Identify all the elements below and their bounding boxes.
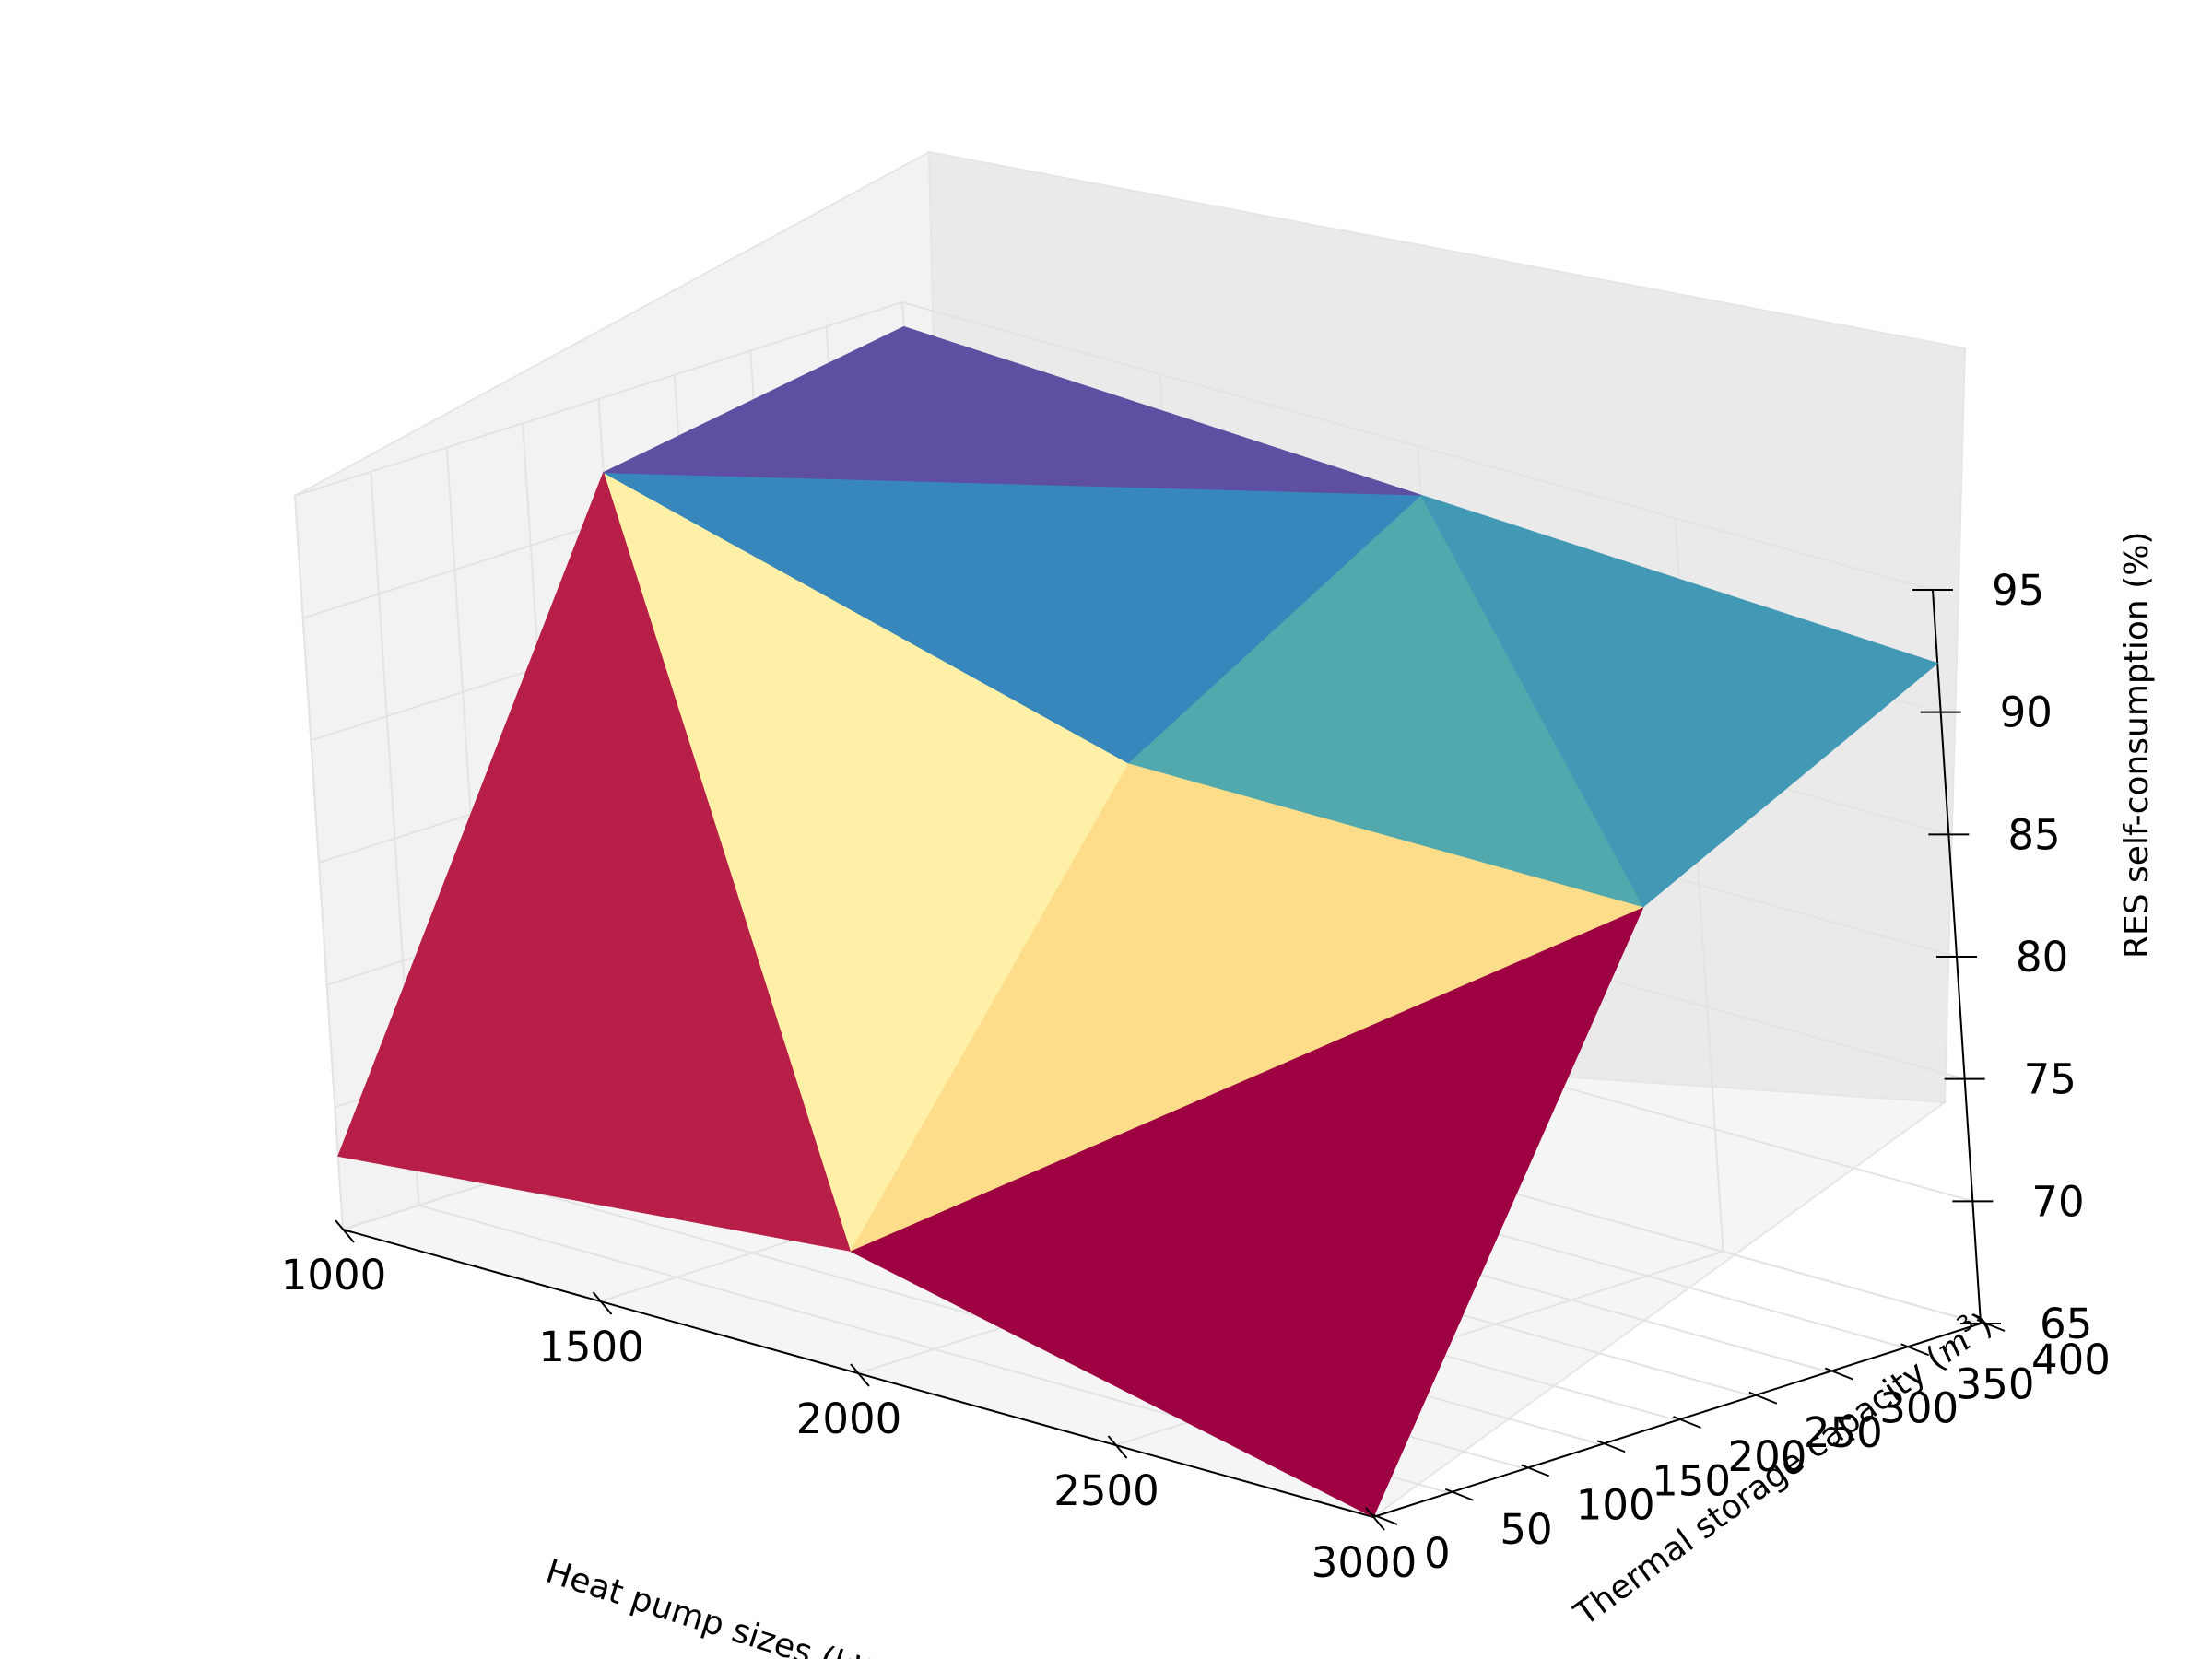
surface-face <box>603 326 1421 496</box>
z-tick-label: 85 <box>2007 810 2060 859</box>
x-axis-label: Heat pump sizes (kW) <box>541 1552 900 1659</box>
grid-line-z-side <box>294 301 903 497</box>
y-tick-label: 400 <box>2031 1335 2111 1384</box>
x-tick-mark <box>1107 1435 1128 1459</box>
y-tick-mark <box>1976 1319 2006 1332</box>
x-tick-label: 1500 <box>538 1323 644 1371</box>
z-axis-label: RES self-consumption (%) <box>2118 532 2156 959</box>
y-tick-label: 0 <box>1424 1529 1451 1578</box>
x-tick-mark <box>335 1219 355 1243</box>
y-tick-mark <box>1369 1512 1398 1525</box>
z-tick-label: 65 <box>2040 1300 2092 1348</box>
z-tick-label: 80 <box>2016 933 2068 982</box>
z-axis-ticks: 65 70 75 80 85 90 95 <box>1912 566 2092 1348</box>
x-tick-label: 2000 <box>796 1394 902 1443</box>
x-tick-label: 2500 <box>1053 1466 1159 1515</box>
x-tick-label: 3000 <box>1312 1538 1418 1587</box>
y-tick-label: 150 <box>1652 1456 1731 1505</box>
y-tick-label: 50 <box>1500 1505 1552 1554</box>
y-tick-mark <box>1445 1488 1474 1501</box>
x-axis-ticks: 1000 1500 2000 2500 3000 <box>281 1219 1418 1587</box>
surface-face <box>1420 494 1938 908</box>
y-tick-label: 350 <box>1956 1359 2035 1408</box>
surface <box>337 326 1938 1518</box>
y-tick-mark <box>1521 1464 1550 1477</box>
y-tick-label: 200 <box>1728 1432 1807 1481</box>
z-tick-label: 75 <box>2024 1055 2077 1104</box>
x-tick-mark <box>1365 1507 1385 1531</box>
y-tick-mark <box>1673 1416 1701 1429</box>
y-tick-mark <box>1824 1367 1853 1381</box>
x-tick-mark <box>592 1291 613 1315</box>
z-tick-label: 90 <box>2000 688 2053 737</box>
surface-face <box>337 472 851 1252</box>
y-axis-label: Thermal storage capacity (m3) <box>1564 1301 1999 1634</box>
y-tick-label: 300 <box>1879 1384 1959 1433</box>
y-tick-mark <box>1748 1391 1778 1405</box>
y-tick-label: 100 <box>1576 1481 1655 1530</box>
x-tick-mark <box>850 1363 870 1387</box>
grid-line-z-back <box>901 301 1934 591</box>
y-tick-mark <box>1900 1343 1929 1357</box>
x-tick-label: 1000 <box>281 1251 387 1300</box>
z-tick-label: 70 <box>2031 1177 2084 1226</box>
y-tick-mark <box>1596 1440 1626 1453</box>
y-tick-label: 250 <box>1804 1408 1883 1457</box>
y-axis-line <box>1372 1323 1982 1518</box>
z-tick-label: 95 <box>1992 566 2044 615</box>
